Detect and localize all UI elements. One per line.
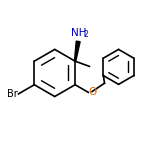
- Text: O: O: [89, 87, 97, 97]
- Polygon shape: [74, 41, 80, 61]
- Text: 2: 2: [83, 30, 88, 39]
- Text: NH: NH: [71, 28, 86, 38]
- Text: Br: Br: [7, 89, 18, 99]
